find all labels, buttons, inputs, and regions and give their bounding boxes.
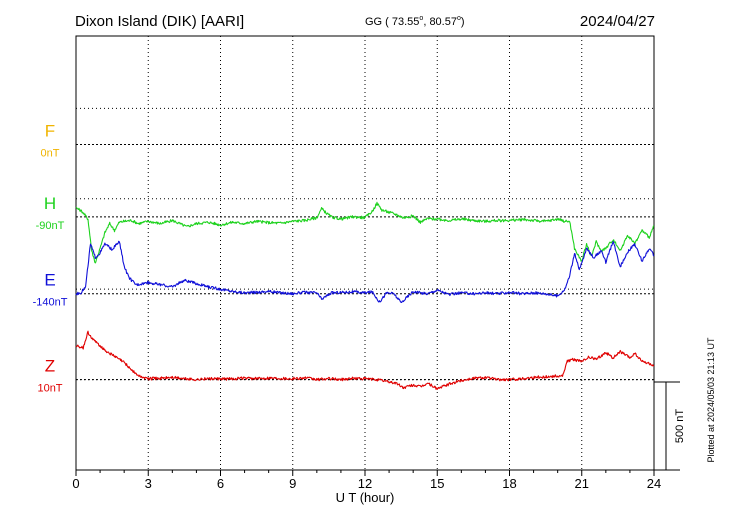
channel-labels: F 0nT H -90nT E -140nT Z 10nT: [33, 122, 68, 395]
series-line-H: [75, 201, 655, 264]
channel-offset-Z: 10nT: [37, 383, 62, 395]
date-label: 2024/04/27: [580, 13, 655, 30]
x-tick-label: 15: [430, 476, 444, 491]
coordinates-label: GG ( 73.55o, 80.57o): [365, 15, 465, 28]
x-tick-label: 21: [575, 476, 589, 491]
series-line-E: [75, 240, 655, 304]
x-tick-label: 6: [217, 476, 224, 491]
coordinates-lat: GG ( 73.55: [365, 16, 419, 28]
degree-mark-lon: o: [457, 15, 461, 22]
coordinates-lon: , 80.57: [423, 16, 457, 28]
channel-label-Z: Z: [45, 357, 55, 376]
scale-bar-label: 500 nT: [674, 409, 686, 444]
x-tick-label: 18: [502, 476, 516, 491]
scale-bar: 500 nT: [654, 381, 686, 471]
x-tick-label: 9: [289, 476, 296, 491]
plotted-at-label: Plotted at 2024/05/03 21:13 UT: [706, 337, 716, 463]
channel-label-F: F: [45, 122, 55, 141]
grid: [76, 36, 654, 470]
x-tick-label: 12: [358, 476, 372, 491]
station-title: Dixon Island (DIK) [AARI]: [75, 13, 244, 30]
x-axis-label: U T (hour): [336, 490, 395, 505]
coordinates-close: ): [461, 16, 465, 28]
axis-ticks: 0 3 6 9 12 15 18 21 24: [72, 470, 661, 491]
series-group: [75, 201, 655, 390]
channel-label-H: H: [44, 194, 56, 213]
channel-offset-E: -140nT: [33, 297, 68, 309]
x-tick-label: 0: [72, 476, 79, 491]
x-tick-label: 3: [145, 476, 152, 491]
x-tick-label: 24: [647, 476, 661, 491]
channel-label-E: E: [44, 271, 55, 290]
series-line-Z: [75, 330, 655, 390]
channel-offset-H: -90nT: [36, 220, 65, 232]
degree-mark-lat: o: [419, 15, 423, 22]
channel-offset-F: 0nT: [41, 148, 60, 160]
